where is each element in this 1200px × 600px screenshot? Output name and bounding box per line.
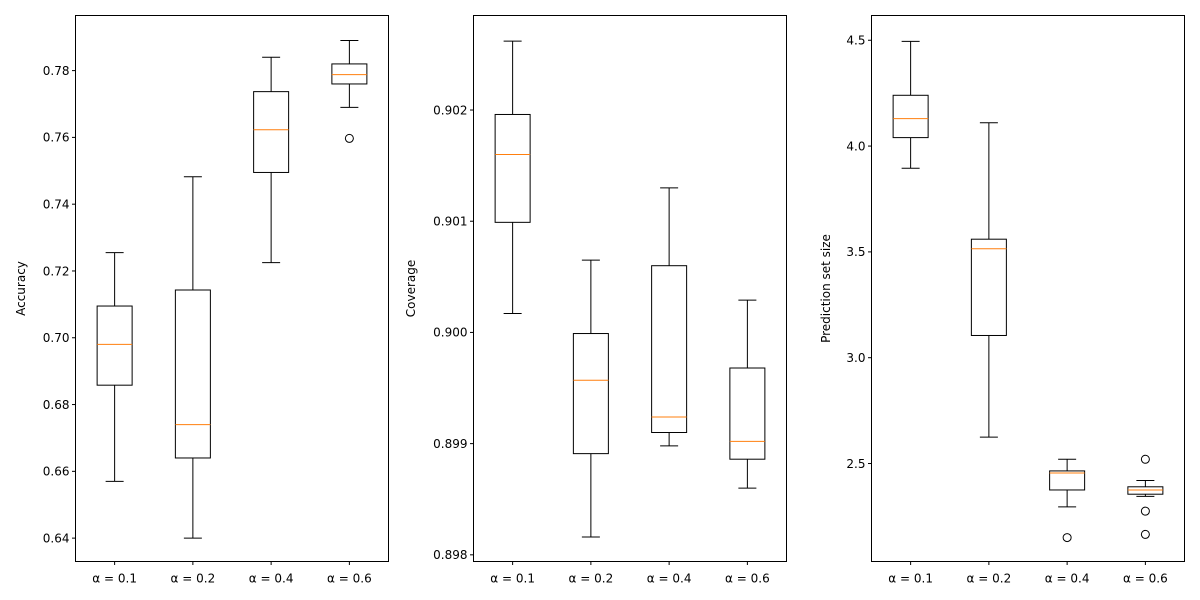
coverage-box xyxy=(572,333,609,455)
accuracy-y-tick-label: 0.70 xyxy=(43,331,70,345)
prediction-set-size-x-tick-label: α = 0.6 xyxy=(1123,572,1168,586)
accuracy-outlier-point xyxy=(344,133,354,143)
accuracy-box xyxy=(331,63,368,85)
coverage-y-tick-label: 0.899 xyxy=(433,437,467,451)
prediction-set-size-box xyxy=(970,238,1007,336)
coverage-y-tick-label: 0.902 xyxy=(433,103,467,117)
prediction-set-size-outlier-point xyxy=(1062,533,1072,543)
accuracy-y-tick-label: 0.66 xyxy=(43,465,70,479)
accuracy-panel: Accuracy 0.64 0.66 0.68 0.70 0.72 0.74 0.76 0.7… xyxy=(14,15,389,586)
prediction-set-size-box xyxy=(1127,486,1164,495)
accuracy-y-tick-label: 0.64 xyxy=(43,531,70,545)
coverage-x-tick-label: α = 0.2 xyxy=(569,572,614,586)
prediction-set-size-outlier-point xyxy=(1140,506,1150,516)
prediction-set-size-x-tick-label: α = 0.2 xyxy=(967,572,1012,586)
coverage-y-tick-label: 0.901 xyxy=(433,215,467,229)
prediction-set-size-y-tick-label: 4.5 xyxy=(846,34,865,48)
coverage-y-tick-label: 0.898 xyxy=(433,548,467,562)
prediction-set-size-outlier-point xyxy=(1140,454,1150,464)
prediction-set-size-x-tick-label: α = 0.1 xyxy=(888,572,933,586)
accuracy-y-tick-label: 0.68 xyxy=(43,398,70,412)
coverage-box xyxy=(729,367,766,460)
accuracy-y-axis-label: Accuracy xyxy=(14,261,28,316)
coverage-x-tick-label: α = 0.4 xyxy=(647,572,692,586)
accuracy-x-tick-label: α = 0.2 xyxy=(171,572,216,586)
prediction-set-size-y-tick-label: 4.0 xyxy=(846,139,865,153)
coverage-y-axis-label: Coverage xyxy=(404,260,418,318)
coverage-x-tick-label: α = 0.1 xyxy=(490,572,535,586)
coverage-y-tick-label: 0.900 xyxy=(433,326,467,340)
prediction-set-size-box xyxy=(1049,470,1086,491)
coverage-box xyxy=(494,113,531,223)
accuracy-axes-frame xyxy=(75,15,389,562)
coverage-axes-frame xyxy=(473,15,787,562)
prediction-set-size-panel: Prediction set size 2.5 3.0 3.5 4.0 4.5 α = 0… xyxy=(819,15,1185,586)
accuracy-y-tick-label: 0.76 xyxy=(43,131,70,145)
accuracy-y-tick-label: 0.74 xyxy=(43,197,70,211)
accuracy-x-tick-label: α = 0.1 xyxy=(92,572,137,586)
prediction-set-size-box xyxy=(892,94,929,139)
prediction-set-size-y-tick-label: 3.5 xyxy=(846,245,865,259)
prediction-set-size-outlier-point xyxy=(1140,529,1150,539)
coverage-box xyxy=(651,265,688,434)
coverage-panel: Coverage 0.898 0.899 0.900 0.901 0.902 α = 0.… xyxy=(404,15,787,586)
prediction-set-size-x-tick-label: α = 0.4 xyxy=(1045,572,1090,586)
accuracy-box xyxy=(96,305,133,386)
prediction-set-size-y-tick-label: 2.5 xyxy=(846,457,865,471)
prediction-set-size-axes-frame xyxy=(871,15,1185,562)
accuracy-box xyxy=(253,91,290,173)
prediction-set-size-y-tick-label: 3.0 xyxy=(846,351,865,365)
prediction-set-size-y-axis-label: Prediction set size xyxy=(819,234,833,343)
accuracy-x-tick-label: α = 0.4 xyxy=(249,572,294,586)
accuracy-box xyxy=(174,289,211,459)
coverage-x-tick-label: α = 0.6 xyxy=(725,572,770,586)
accuracy-y-tick-label: 0.78 xyxy=(43,64,70,78)
accuracy-y-tick-label: 0.72 xyxy=(43,264,70,278)
accuracy-x-tick-label: α = 0.6 xyxy=(327,572,372,586)
